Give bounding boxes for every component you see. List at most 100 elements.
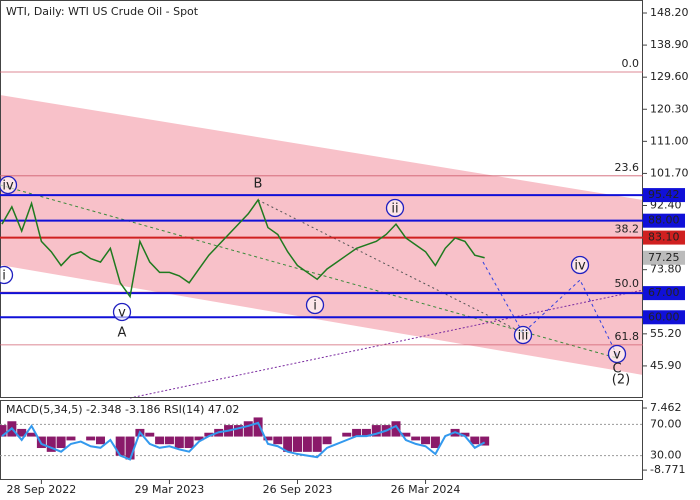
level-label: 83.10	[648, 231, 680, 244]
level-box	[643, 310, 685, 325]
wave-label: i	[313, 299, 317, 314]
level-label: 95.42	[648, 188, 680, 201]
wave-circle	[385, 198, 405, 218]
macd-bar	[115, 436, 125, 456]
y-tick-label: 101.70	[650, 166, 689, 179]
macd-bar	[470, 436, 480, 445]
y-tick-label: 111.00	[650, 134, 689, 147]
level-box	[643, 286, 685, 301]
fib-label: 61.8	[615, 330, 640, 343]
wave-label: B	[254, 177, 263, 192]
wave-label: C	[612, 362, 621, 377]
x-tick-label: 28 Sep 2022	[7, 483, 77, 496]
y-tick-label: 73.80	[650, 263, 682, 276]
macd-bar	[0, 425, 7, 437]
macd-bar	[204, 432, 214, 437]
macd-bar	[155, 436, 165, 445]
wave-label: iii	[518, 329, 529, 344]
macd-bar	[233, 425, 243, 437]
macd-bar	[302, 436, 312, 452]
macd-bar	[371, 425, 381, 437]
fib-label: 38.2	[615, 223, 640, 236]
wave-label: (2)	[612, 373, 630, 388]
indicator-label: MACD(5,34,5) -2.348 -3.186 RSI(14) 47.02	[6, 403, 239, 416]
trend-line	[129, 289, 644, 399]
x-tick-label: 26 Sep 2023	[263, 483, 333, 496]
x-tick-label: 29 Mar 2023	[135, 483, 205, 496]
macd-bar	[27, 432, 37, 437]
wave-circle	[305, 295, 325, 315]
level-label: 67.00	[648, 286, 680, 299]
macd-bar	[194, 436, 204, 441]
macd-bar	[164, 436, 174, 445]
macd-bar	[174, 436, 184, 449]
y-tick-label: 7.462	[650, 401, 682, 414]
macd-bar	[184, 436, 194, 449]
macd-bar	[361, 428, 371, 437]
level-label: 60.00	[648, 310, 680, 323]
y-tick-label: 129.60	[650, 70, 689, 83]
wave-label: A	[118, 326, 127, 341]
wave-circle	[0, 265, 14, 285]
y-tick-label: -8.771	[650, 463, 685, 476]
y-tick-label: 45.90	[650, 359, 682, 372]
wave-label: iv	[574, 259, 586, 274]
plot-frame	[0, 0, 643, 398]
macd-bar	[273, 436, 283, 445]
macd-bar	[322, 436, 332, 445]
level-box	[643, 188, 685, 203]
level-label: 88.00	[648, 214, 680, 227]
x-tick-label: 26 Mar 2024	[391, 483, 461, 496]
wave-label: ii	[391, 202, 398, 217]
macd-bar	[411, 436, 421, 441]
price-line	[1, 198, 485, 299]
y-tick-label: 70.00	[650, 417, 682, 430]
macd-bar	[263, 436, 273, 441]
macd-bar	[125, 436, 135, 460]
wave-circle	[0, 175, 18, 195]
macd-bar	[401, 432, 411, 437]
trend-channel	[0, 95, 643, 375]
macd-bar	[293, 436, 302, 452]
y-tick-label: 148.20	[650, 6, 689, 19]
price-box	[643, 250, 685, 265]
macd-bar	[243, 421, 253, 437]
y-tick-label: 120.30	[650, 102, 689, 115]
wave-label: i	[2, 269, 6, 284]
level-box	[643, 230, 685, 245]
wave-circle	[607, 344, 627, 364]
macd-bar	[145, 432, 155, 437]
price-label: 77.25	[648, 251, 680, 264]
fib-label: 0.0	[622, 57, 640, 70]
macd-bar	[342, 432, 352, 437]
wave-label: v	[118, 306, 126, 321]
macd-bar	[283, 436, 293, 452]
macd-bar	[17, 428, 27, 437]
wave-circle	[513, 325, 533, 345]
chart-title: WTI, Daily: WTI US Crude Oil - Spot	[6, 5, 199, 18]
macd-bar	[391, 421, 401, 437]
macd-bar	[56, 436, 66, 449]
macd-bar	[66, 436, 76, 441]
y-tick-label: 55.20	[650, 327, 682, 340]
fib-label: 23.6	[615, 161, 640, 174]
macd-bar	[460, 432, 470, 437]
projection	[482, 261, 618, 356]
fib-label: 50.0	[615, 277, 640, 290]
macd-bar	[86, 436, 96, 441]
wave-circle	[570, 255, 590, 275]
level-box	[643, 213, 685, 228]
trend-line	[0, 184, 618, 359]
macd-bar	[46, 436, 56, 452]
macd-bar	[312, 436, 322, 452]
indicator-frame	[0, 400, 643, 480]
macd-bar	[253, 417, 263, 437]
macd-bar	[352, 428, 362, 437]
y-tick-label: 138.90	[650, 38, 689, 51]
y-tick-label: 30.00	[650, 449, 682, 462]
rsi-line	[1, 421, 486, 461]
macd-bar	[430, 436, 440, 449]
wave-label: v	[613, 348, 621, 363]
macd-bar	[480, 436, 490, 446]
